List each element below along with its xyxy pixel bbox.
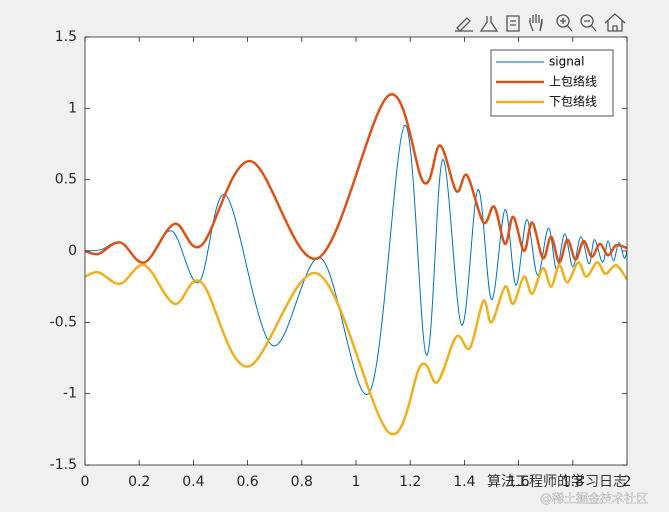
edit-icon[interactable] <box>455 17 473 32</box>
line-series <box>84 93 628 264</box>
legend-label: 上包络线 <box>549 74 597 89</box>
legend-label: 下包络线 <box>549 94 597 109</box>
x-tick-label: 1.6 <box>507 474 529 490</box>
x-tick-label: 1.4 <box>453 474 475 490</box>
y-tick-label: 1 <box>68 100 77 116</box>
y-tick-label: 0 <box>68 243 77 259</box>
legend-icon[interactable] <box>506 15 520 32</box>
pan-icon[interactable] <box>529 14 543 32</box>
x-tick-label: 0.2 <box>128 474 150 490</box>
y-tick-label: -0.5 <box>50 314 77 330</box>
plot <box>84 93 629 436</box>
x-tick-label: 0.8 <box>291 474 313 490</box>
zoom-in-icon[interactable] <box>556 14 570 28</box>
x-tick-label: 0.6 <box>236 474 258 490</box>
y-tick-label: -1.5 <box>50 457 77 473</box>
legend-label: signal <box>549 55 585 69</box>
legend-box <box>490 49 614 117</box>
x-tick-label: 0 <box>81 474 90 490</box>
x-tick-label: 1.8 <box>562 474 584 490</box>
home-icon[interactable] <box>604 13 626 32</box>
line-series <box>84 261 629 436</box>
brush-icon[interactable] <box>479 16 499 32</box>
y-tick-label: -1 <box>63 386 77 402</box>
watermark: 算法工程师的学习日志 <box>487 474 627 490</box>
x-tick-label: 1 <box>352 474 361 490</box>
y-tick-label: 1.5 <box>55 29 77 45</box>
x-tick-label: 2 <box>623 474 632 490</box>
x-tick-label: 1.2 <box>399 474 421 490</box>
y-tick-label: 0.5 <box>55 172 77 188</box>
watermark-site: @稀土掘金技术社区 <box>540 491 648 506</box>
x-tick-label: 0.4 <box>182 474 204 490</box>
zoom-out-icon[interactable] <box>580 14 594 28</box>
toolbar[interactable] <box>455 13 626 32</box>
